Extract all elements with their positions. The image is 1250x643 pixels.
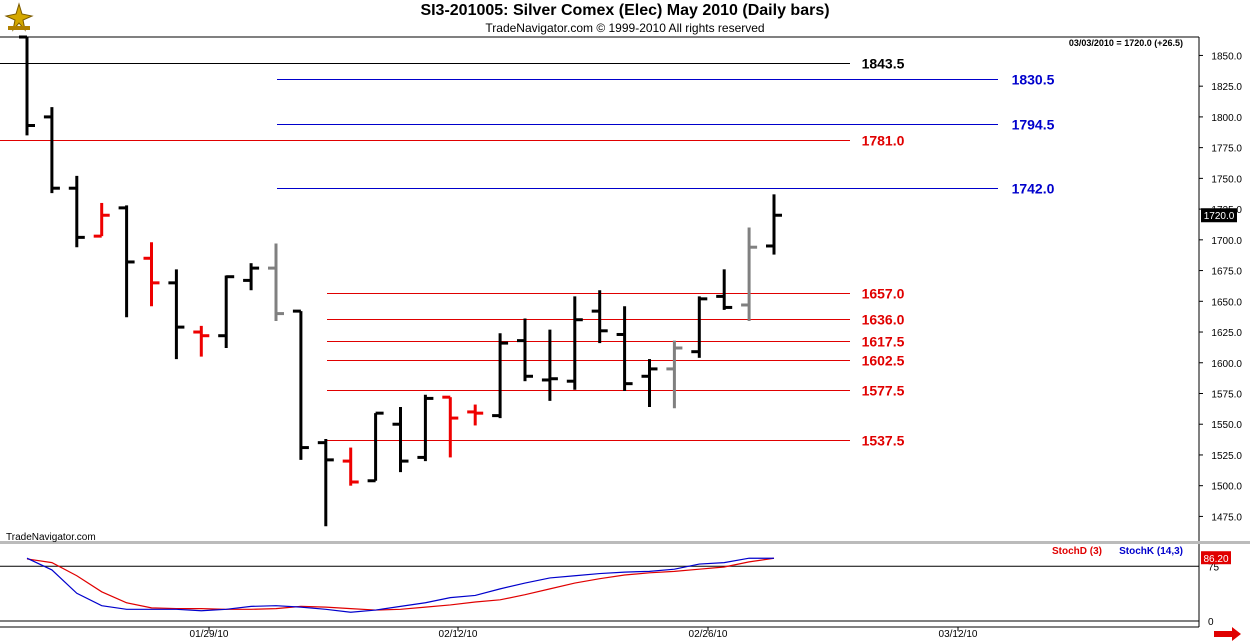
- price-tick-label: 1650.0: [1211, 297, 1242, 308]
- price-tick-label: 1700.0: [1211, 236, 1242, 247]
- support-level-label: 1657.0: [862, 286, 905, 302]
- price-tick-label: 1750.0: [1211, 174, 1242, 185]
- price-bar: [766, 194, 782, 255]
- price-tick-label: 1775.0: [1211, 144, 1242, 155]
- price-bar: [591, 290, 608, 344]
- price-tick-label: 1500.0: [1211, 482, 1242, 493]
- price-tick-label: 1850.0: [1211, 51, 1242, 62]
- price-bar: [317, 438, 334, 527]
- date-tick-label: 02/12/10: [439, 629, 478, 640]
- price-bar: [367, 411, 384, 483]
- level-1843-label: 1843.5: [862, 56, 905, 72]
- support-level-label: 1636.0: [862, 312, 905, 328]
- last-price-label: 1720.0: [1204, 211, 1235, 222]
- price-tick-label: 1525.0: [1211, 451, 1242, 462]
- price-axis: 1475.0 1500.0 1525.0 1550.0 1575.0 1600.0 1625…: [1199, 51, 1242, 523]
- price-bar: [292, 309, 309, 460]
- price-bar: [168, 269, 185, 360]
- price-tick-label: 1575.0: [1211, 389, 1242, 400]
- stoch-last-marker: [1201, 551, 1231, 565]
- price-bar: [392, 407, 409, 473]
- date-tick-label: 01/29/10: [190, 629, 229, 640]
- price-bar: [691, 296, 708, 358]
- trade-navigator-logo: [4, 2, 34, 32]
- price-bar: [566, 296, 583, 390]
- chart-title: SI3-201005: Silver Comex (Elec) May 2010…: [420, 2, 830, 19]
- price-bar: [143, 242, 160, 307]
- price-bar: [118, 205, 135, 318]
- resistance-level-label: 1794.5: [1012, 117, 1055, 133]
- date-tick-label: 02/26/10: [689, 629, 728, 640]
- price-tick-label: 1800.0: [1211, 113, 1242, 124]
- price-tick-label: 1550.0: [1211, 420, 1242, 431]
- price-bar: [93, 202, 110, 238]
- level-lines: 1843.5 1781.0 1830.5 1794.5 1742.0 1657.0 1636…: [0, 56, 1055, 449]
- last-price-marker: [1201, 208, 1237, 223]
- price-bar: [19, 35, 35, 136]
- stoch-last-label: 86.20: [1203, 554, 1228, 565]
- price-bar: [517, 318, 533, 382]
- support-level-label: 1602.5: [862, 353, 905, 369]
- price-bar: [541, 329, 558, 401]
- price-bar: [43, 107, 60, 194]
- plot-background: [0, 37, 1199, 541]
- stoch-tick-label: 0: [1208, 617, 1214, 628]
- date-tick-label: 03/12/10: [939, 629, 978, 640]
- price-bar: [442, 395, 459, 458]
- price-bar: [716, 269, 733, 310]
- arrow-right-icon[interactable]: [1214, 627, 1241, 641]
- price-bar: [417, 394, 434, 462]
- level-red-label: 1781.0: [862, 133, 905, 149]
- support-level-label: 1537.5: [862, 433, 905, 449]
- price-bar: [492, 333, 509, 419]
- legend-stochk: StochK (14,3): [1119, 546, 1183, 557]
- price-tick-label: 1825.0: [1211, 82, 1242, 93]
- price-bar: [641, 359, 658, 408]
- stoch-series-line: [26, 557, 775, 611]
- resistance-level-label: 1742.0: [1012, 181, 1055, 197]
- price-bar: [243, 263, 260, 291]
- price-tick-label: 1600.0: [1211, 359, 1242, 370]
- chart-subtitle: TradeNavigator.com © 1999-2010 All right…: [485, 21, 765, 35]
- price-bar: [741, 227, 758, 321]
- price-tick-label: 1625.0: [1211, 328, 1242, 339]
- watermark: TradeNavigator.com: [6, 532, 96, 543]
- legend-stochd: StochD (3): [1052, 546, 1102, 557]
- price-bar: [666, 340, 683, 409]
- price-tick-label: 1675.0: [1211, 267, 1242, 278]
- price-bar: [193, 325, 210, 357]
- price-bar: [218, 275, 235, 349]
- price-readout: 03/03/2010 = 1720.0 (+26.5): [1069, 38, 1183, 48]
- date-axis: 01/29/10 02/12/10 02/26/10 03/12/10: [190, 627, 978, 640]
- stoch-series-line: [26, 557, 774, 613]
- support-level-label: 1617.5: [862, 334, 905, 350]
- price-bar: [616, 306, 633, 392]
- price-bar: [68, 175, 85, 248]
- price-bar: [268, 243, 284, 321]
- price-bars: [19, 35, 782, 527]
- panel-separator: [0, 541, 1250, 544]
- resistance-level-label: 1830.5: [1012, 72, 1055, 88]
- chart-header: SI3-201005: Silver Comex (Elec) May 2010…: [0, 0, 1250, 37]
- support-level-label: 1577.5: [862, 383, 905, 399]
- scroll-right-button[interactable]: [1214, 627, 1241, 641]
- price-tick-label: 1475.0: [1211, 512, 1242, 523]
- stochastic-panel: 0 75 StochD (3) StochK (14,3) 86.20: [0, 546, 1231, 628]
- stoch-tick-label: 75: [1208, 562, 1220, 573]
- price-bar: [342, 447, 359, 486]
- price-bar: [467, 404, 484, 426]
